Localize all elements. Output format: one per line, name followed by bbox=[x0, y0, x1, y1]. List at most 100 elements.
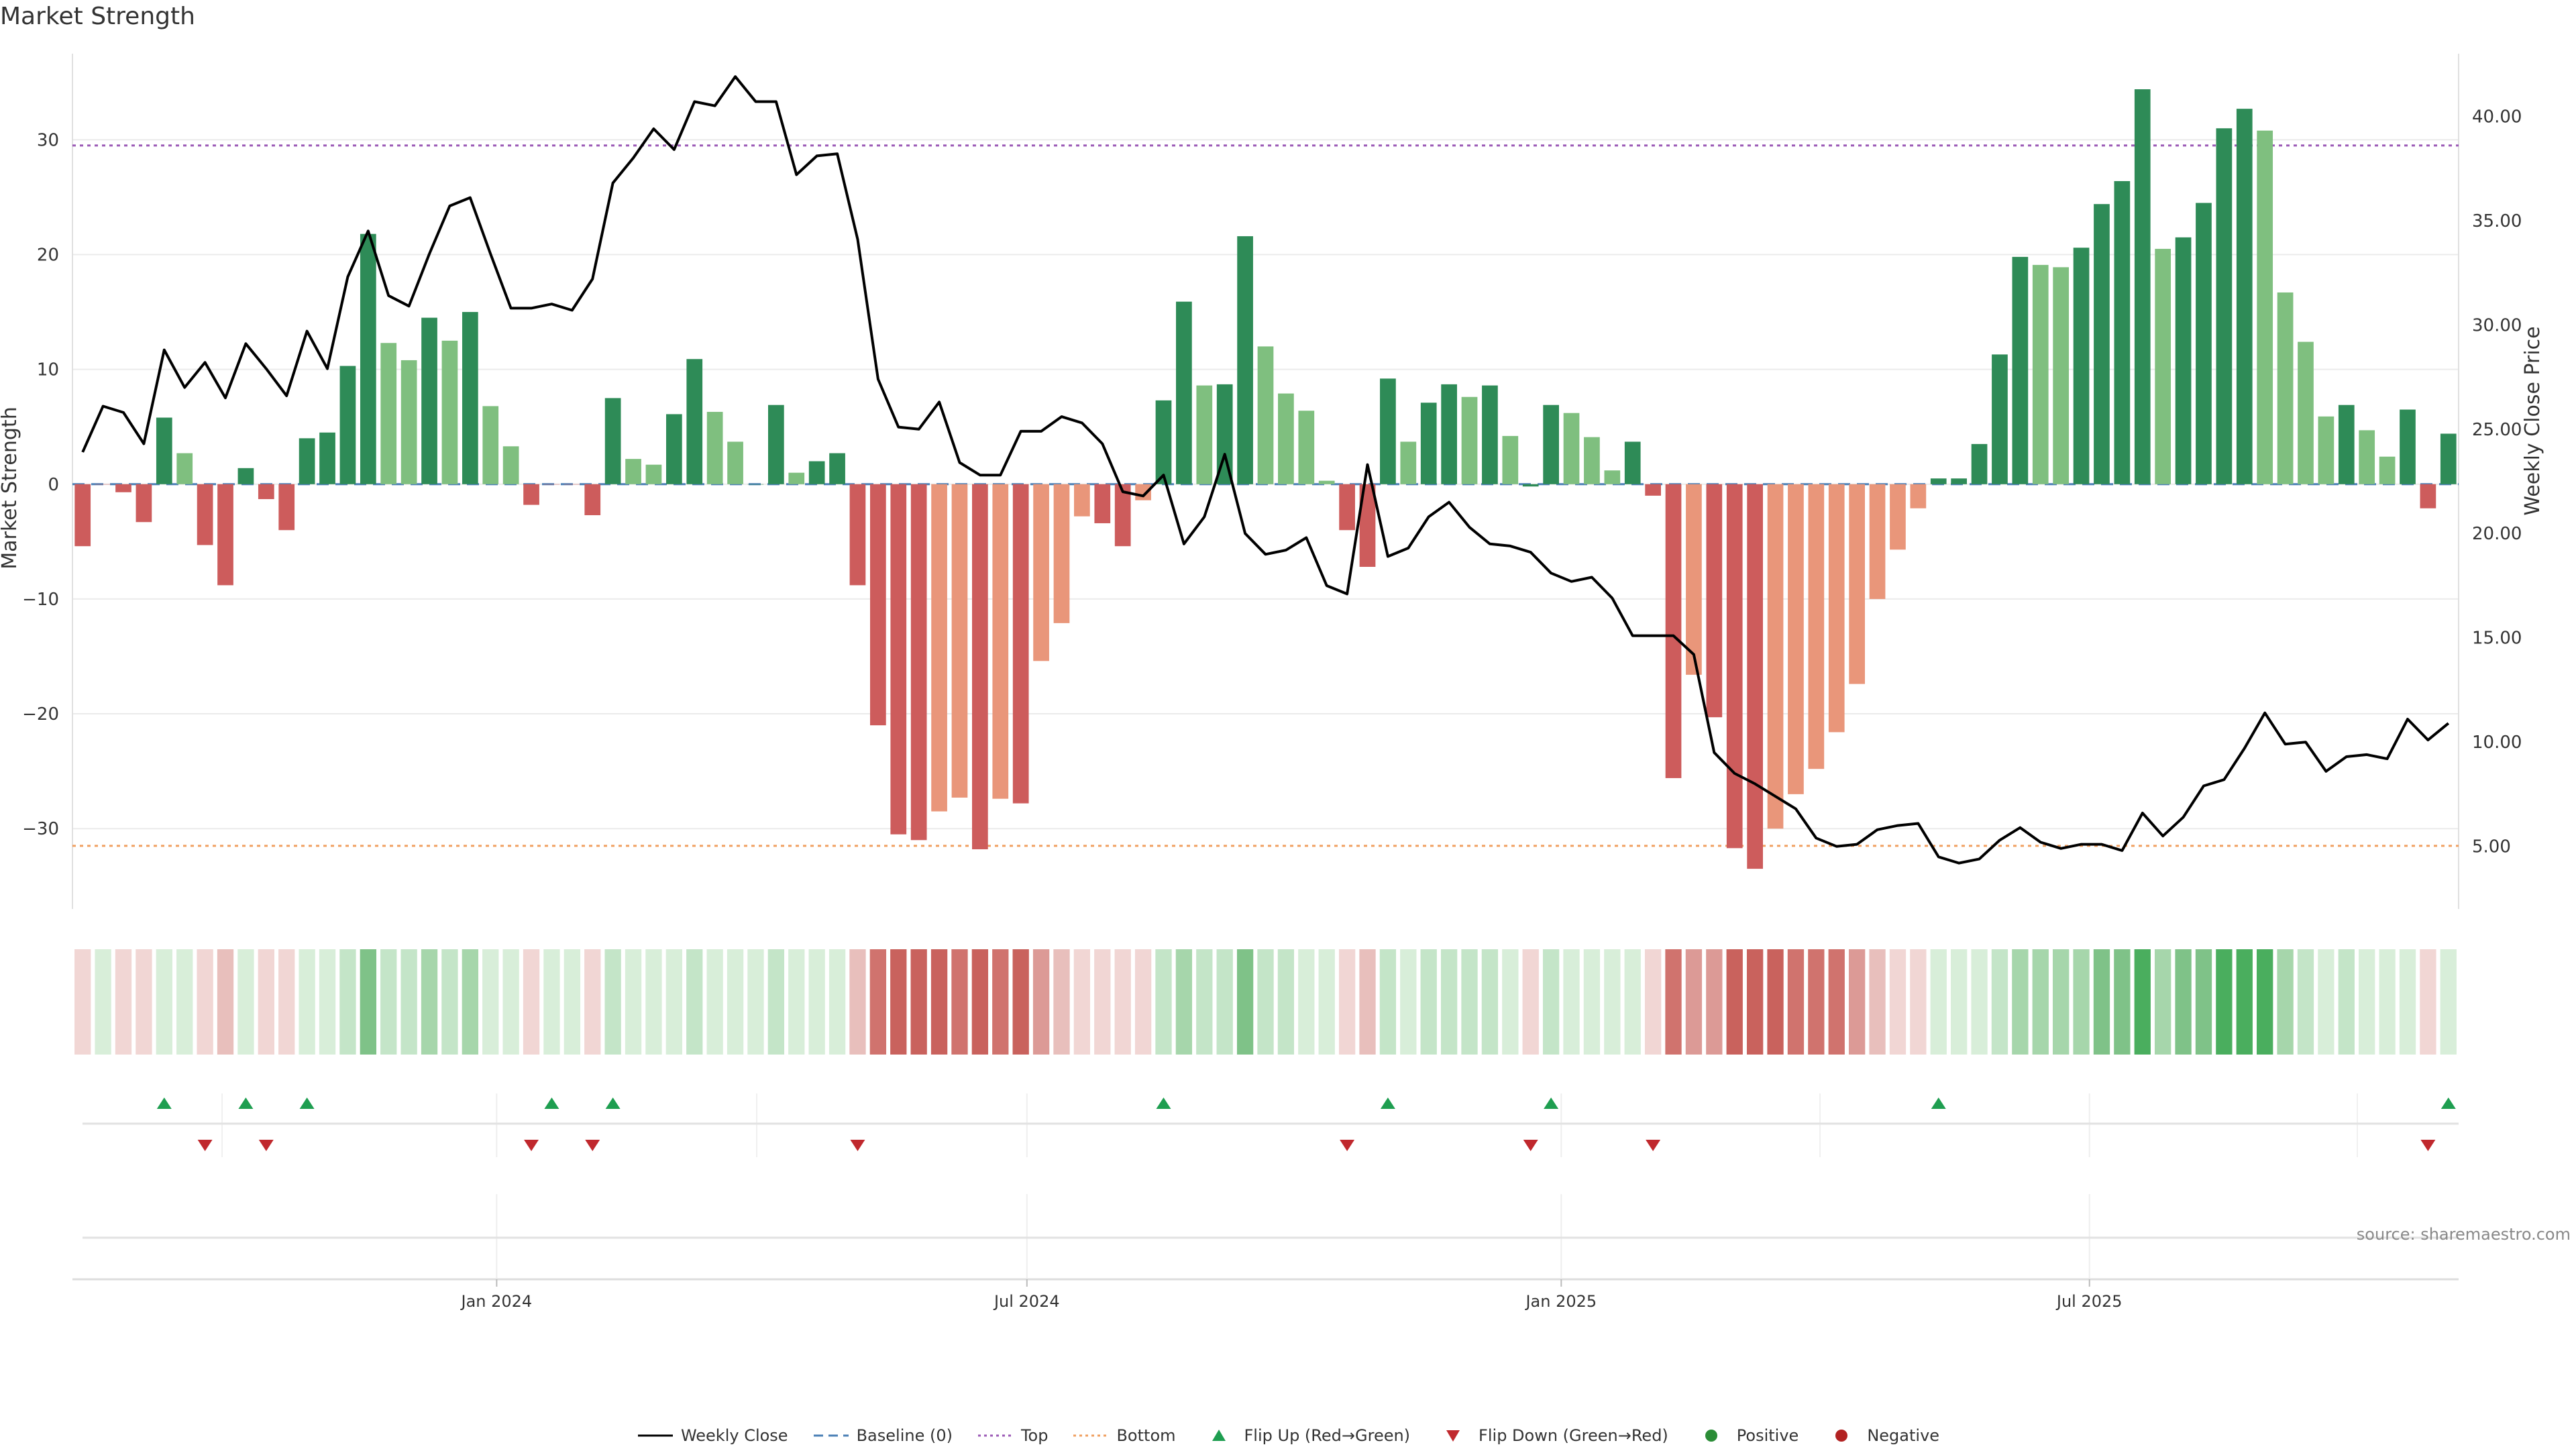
strength-bar bbox=[1420, 402, 1437, 484]
heat-cell bbox=[1032, 949, 1050, 1055]
strength-bar bbox=[686, 359, 703, 484]
strength-bar bbox=[1971, 443, 1988, 484]
legend-label: Top bbox=[1020, 1426, 1049, 1445]
strength-bar bbox=[1114, 484, 1131, 547]
strength-bar bbox=[2196, 203, 2212, 484]
heat-cell bbox=[1400, 949, 1417, 1055]
y2-tick-label: 20.00 bbox=[2472, 524, 2522, 544]
legend-label: Flip Up (Red→Green) bbox=[1244, 1426, 1411, 1445]
heat-cell bbox=[1910, 949, 1927, 1055]
strength-bar bbox=[2073, 248, 2090, 484]
heat-cell bbox=[665, 949, 683, 1055]
heat-cell bbox=[1277, 949, 1295, 1055]
strength-bar bbox=[1747, 484, 1763, 869]
strength-bar bbox=[1910, 484, 1927, 508]
heat-cell bbox=[2236, 949, 2253, 1055]
flip-down-marker bbox=[197, 1140, 213, 1151]
heat-cell bbox=[1420, 949, 1437, 1055]
strength-bar bbox=[2338, 405, 2355, 484]
flip-up-marker bbox=[1544, 1097, 1559, 1109]
heat-cell bbox=[1073, 949, 1091, 1055]
heat-cell bbox=[1257, 949, 1274, 1055]
heat-cell bbox=[319, 949, 336, 1055]
strength-bar bbox=[788, 472, 805, 484]
strength-bar bbox=[1033, 484, 1049, 661]
strength-bar bbox=[931, 484, 947, 812]
legend-item: Flip Down (Green→Red) bbox=[1434, 1426, 1668, 1445]
heat-cell bbox=[2379, 949, 2396, 1055]
heat-cell bbox=[788, 949, 805, 1055]
strength-bar bbox=[1196, 385, 1213, 484]
heat-cell bbox=[1644, 949, 1662, 1055]
heat-cell bbox=[1236, 949, 1254, 1055]
y2-tick-label: 10.00 bbox=[2472, 733, 2522, 753]
heat-cell bbox=[462, 949, 478, 1055]
strength-bar bbox=[870, 484, 886, 726]
flip-up-marker bbox=[1931, 1097, 1946, 1109]
heat-cell bbox=[930, 949, 948, 1055]
heat-cell bbox=[543, 949, 560, 1055]
strength-bar bbox=[1359, 484, 1376, 567]
heat-strip bbox=[74, 949, 2457, 1055]
strength-bar bbox=[1645, 484, 1661, 496]
heat-cell bbox=[1012, 949, 1029, 1055]
heat-cell bbox=[1338, 949, 1356, 1055]
heat-cell bbox=[869, 949, 887, 1055]
strength-bar bbox=[2420, 484, 2436, 508]
strength-bar bbox=[1278, 393, 1294, 484]
heat-cell bbox=[441, 949, 458, 1055]
heat-cell bbox=[890, 949, 907, 1055]
legend-item: Baseline (0) bbox=[812, 1426, 953, 1445]
strength-bar bbox=[360, 233, 376, 484]
heat-cell bbox=[1502, 949, 1519, 1055]
strength-bar bbox=[176, 453, 193, 484]
strength-bar bbox=[1890, 484, 1906, 550]
heat-cell bbox=[1114, 949, 1131, 1055]
strength-bar bbox=[1441, 384, 1457, 484]
heat-cell bbox=[421, 949, 438, 1055]
triangle-down-red-icon bbox=[1434, 1429, 1472, 1442]
heat-cell bbox=[2195, 949, 2212, 1055]
legend-item: Negative bbox=[1823, 1426, 1939, 1445]
strength-bar bbox=[1012, 484, 1029, 804]
heat-cell bbox=[1624, 949, 1641, 1055]
strength-bar bbox=[2277, 292, 2294, 484]
legend-label: Baseline (0) bbox=[856, 1426, 953, 1445]
legend-label: Flip Down (Green→Red) bbox=[1479, 1426, 1668, 1445]
strength-bar bbox=[625, 459, 641, 484]
strength-bar bbox=[1563, 413, 1580, 484]
flip-up-marker bbox=[605, 1097, 621, 1109]
price-line-layer bbox=[81, 75, 2450, 865]
heat-cell bbox=[1828, 949, 1845, 1055]
legend-item: Top bbox=[977, 1426, 1049, 1445]
strength-bar bbox=[421, 317, 437, 484]
strength-bar bbox=[2012, 256, 2029, 484]
x-tick-label: Jul 2025 bbox=[2055, 1292, 2123, 1311]
heat-cell bbox=[992, 949, 1009, 1055]
heat-cell bbox=[727, 949, 744, 1055]
heat-cell bbox=[1787, 949, 1805, 1055]
strength-bar bbox=[768, 405, 784, 484]
heat-cell bbox=[2134, 949, 2151, 1055]
heat-cell bbox=[156, 949, 172, 1055]
heat-cell bbox=[1563, 949, 1580, 1055]
strength-bar bbox=[2379, 456, 2396, 484]
strength-bar bbox=[2032, 264, 2049, 484]
heat-cell bbox=[2053, 949, 2070, 1055]
heat-cell bbox=[1053, 949, 1070, 1055]
flip-down-marker bbox=[1646, 1140, 1661, 1151]
strength-bar bbox=[2114, 180, 2131, 484]
y-tick-label: −10 bbox=[22, 590, 59, 610]
heat-cell bbox=[2420, 949, 2436, 1055]
heat-cell bbox=[1869, 949, 1886, 1055]
heat-cell bbox=[1848, 949, 1866, 1055]
flip-up-marker bbox=[238, 1097, 254, 1109]
strength-bar bbox=[441, 340, 458, 484]
strength-bar bbox=[1930, 478, 1947, 484]
line-dashed-blue-icon bbox=[812, 1429, 850, 1442]
strength-bar bbox=[156, 417, 172, 484]
heat-cell bbox=[2012, 949, 2029, 1055]
strength-bar bbox=[299, 438, 315, 484]
strength-bar bbox=[462, 312, 478, 484]
heat-cell bbox=[2257, 949, 2273, 1055]
